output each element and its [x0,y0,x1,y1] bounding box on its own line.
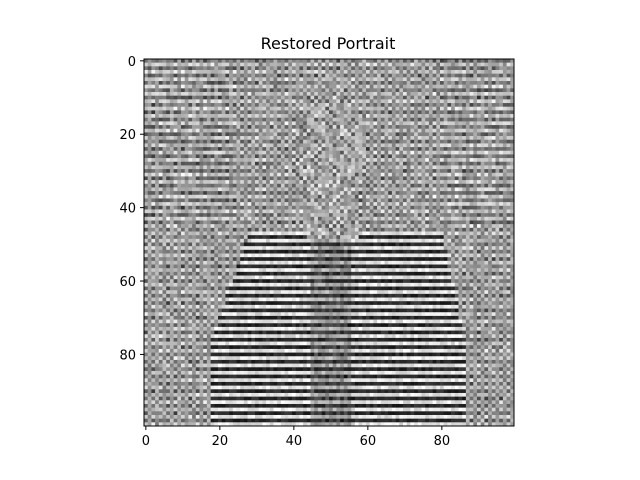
x-tick-label: 40 [286,434,303,449]
x-axis: 0 20 40 60 80 [142,426,450,449]
x-tick-label: 0 [142,434,150,449]
figure-title: Restored Portrait [261,34,396,53]
y-tick-label: 0 [128,55,136,70]
y-tick-label: 40 [119,202,136,217]
y-tick-label: 60 [119,275,136,290]
y-axis: 0 20 40 60 80 [119,55,144,363]
x-tick-label: 60 [360,434,377,449]
y-tick-label: 20 [119,128,136,143]
x-tick-label: 20 [212,434,229,449]
portrait-image [144,59,515,427]
y-tick-label: 80 [119,348,136,363]
x-tick-label: 80 [434,434,451,449]
axes-frame [143,58,515,427]
